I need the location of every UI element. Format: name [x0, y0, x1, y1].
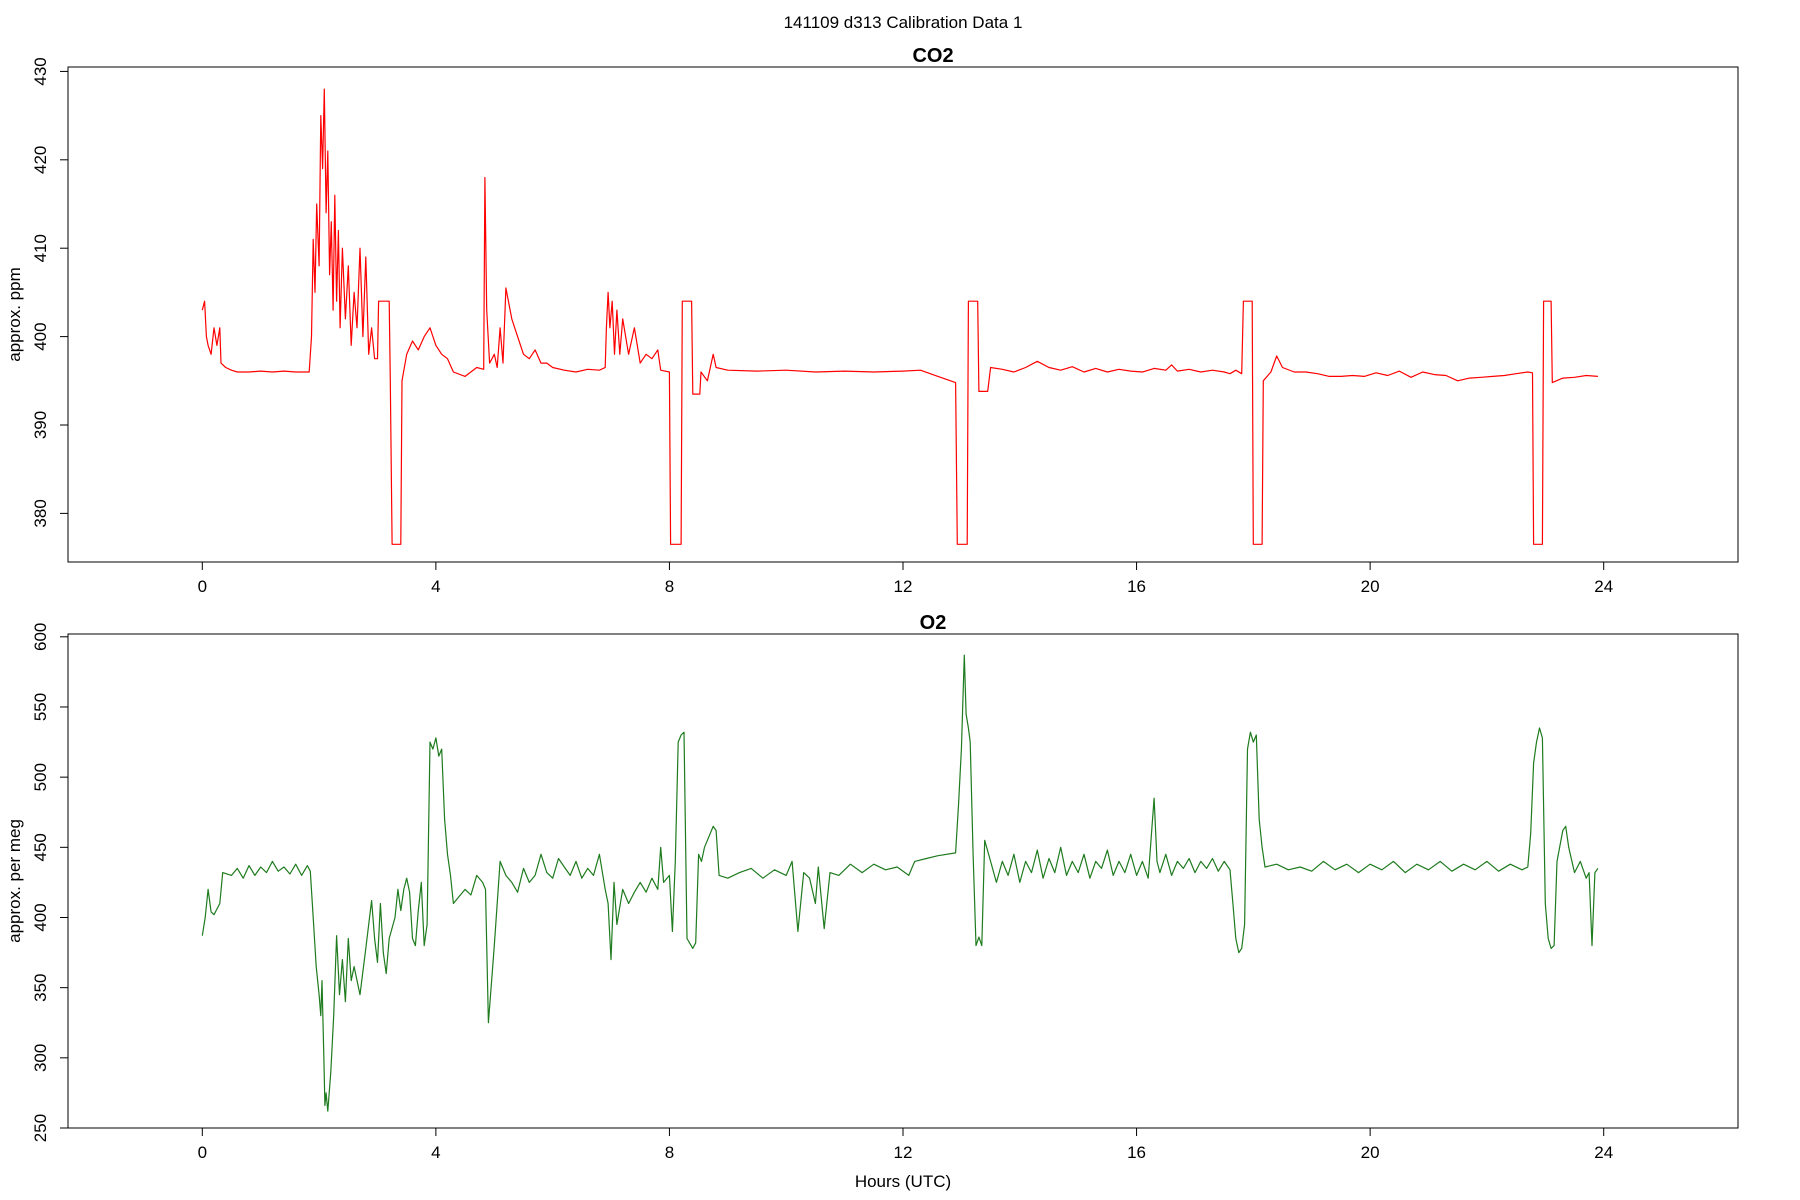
- co2-y-tick-label: 390: [31, 411, 50, 439]
- o2-x-tick-label: 12: [894, 1143, 913, 1162]
- co2-x-tick-label: 24: [1594, 577, 1613, 596]
- o2-y-tick-label: 600: [31, 623, 50, 651]
- o2-panel-title: O2: [920, 612, 947, 634]
- x-axis-label: Hours (UTC): [855, 1172, 951, 1191]
- co2-x-tick-label: 4: [431, 577, 440, 596]
- co2-panel-title: CO2: [912, 45, 953, 67]
- o2-x-tick-label: 16: [1127, 1143, 1146, 1162]
- co2-series-line: [201, 88, 1598, 545]
- co2-y-tick-label: 410: [31, 234, 50, 262]
- figure-title: 141109 d313 Calibration Data 1: [784, 13, 1023, 32]
- co2-x-tick-label: 8: [665, 577, 674, 596]
- co2-x-tick-label: 20: [1361, 577, 1380, 596]
- o2-y-tick-label: 300: [31, 1044, 50, 1072]
- o2-series-line: [201, 654, 1599, 1112]
- o2-x-tick-label: 20: [1361, 1143, 1380, 1162]
- o2-x-tick-label: 24: [1594, 1143, 1613, 1162]
- o2-x-tick-label: 0: [198, 1143, 207, 1162]
- co2-y-tick-label: 420: [31, 146, 50, 174]
- o2-y-tick-label: 350: [31, 973, 50, 1001]
- co2-panel: CO2 0 4 8 12 16 20 24 380 390 400 410 420 430 approx. …: [5, 45, 1739, 596]
- co2-y-axis-label: approx. ppm: [5, 267, 24, 362]
- o2-x-tick-label: 8: [665, 1143, 674, 1162]
- co2-y-tick-label: 430: [31, 57, 50, 85]
- co2-x-tick-label: 12: [894, 577, 913, 596]
- o2-y-tick-label: 250: [31, 1114, 50, 1142]
- co2-y-tick-label: 380: [31, 499, 50, 527]
- co2-y-tick-label: 400: [31, 322, 50, 350]
- o2-x-tick-label: 4: [431, 1143, 440, 1162]
- o2-panel: O2 0 4 8 12 16 20 24 250 300 350 400 450 500 550 600 app…: [5, 612, 1739, 1162]
- o2-y-tick-label: 500: [31, 763, 50, 791]
- o2-y-tick-label: 550: [31, 693, 50, 721]
- o2-y-axis-label: approx. per meg: [5, 819, 24, 943]
- o2-y-tick-label: 450: [31, 833, 50, 861]
- co2-x-tick-label: 16: [1127, 577, 1146, 596]
- co2-x-tick-label: 0: [198, 577, 207, 596]
- o2-y-tick-label: 400: [31, 903, 50, 931]
